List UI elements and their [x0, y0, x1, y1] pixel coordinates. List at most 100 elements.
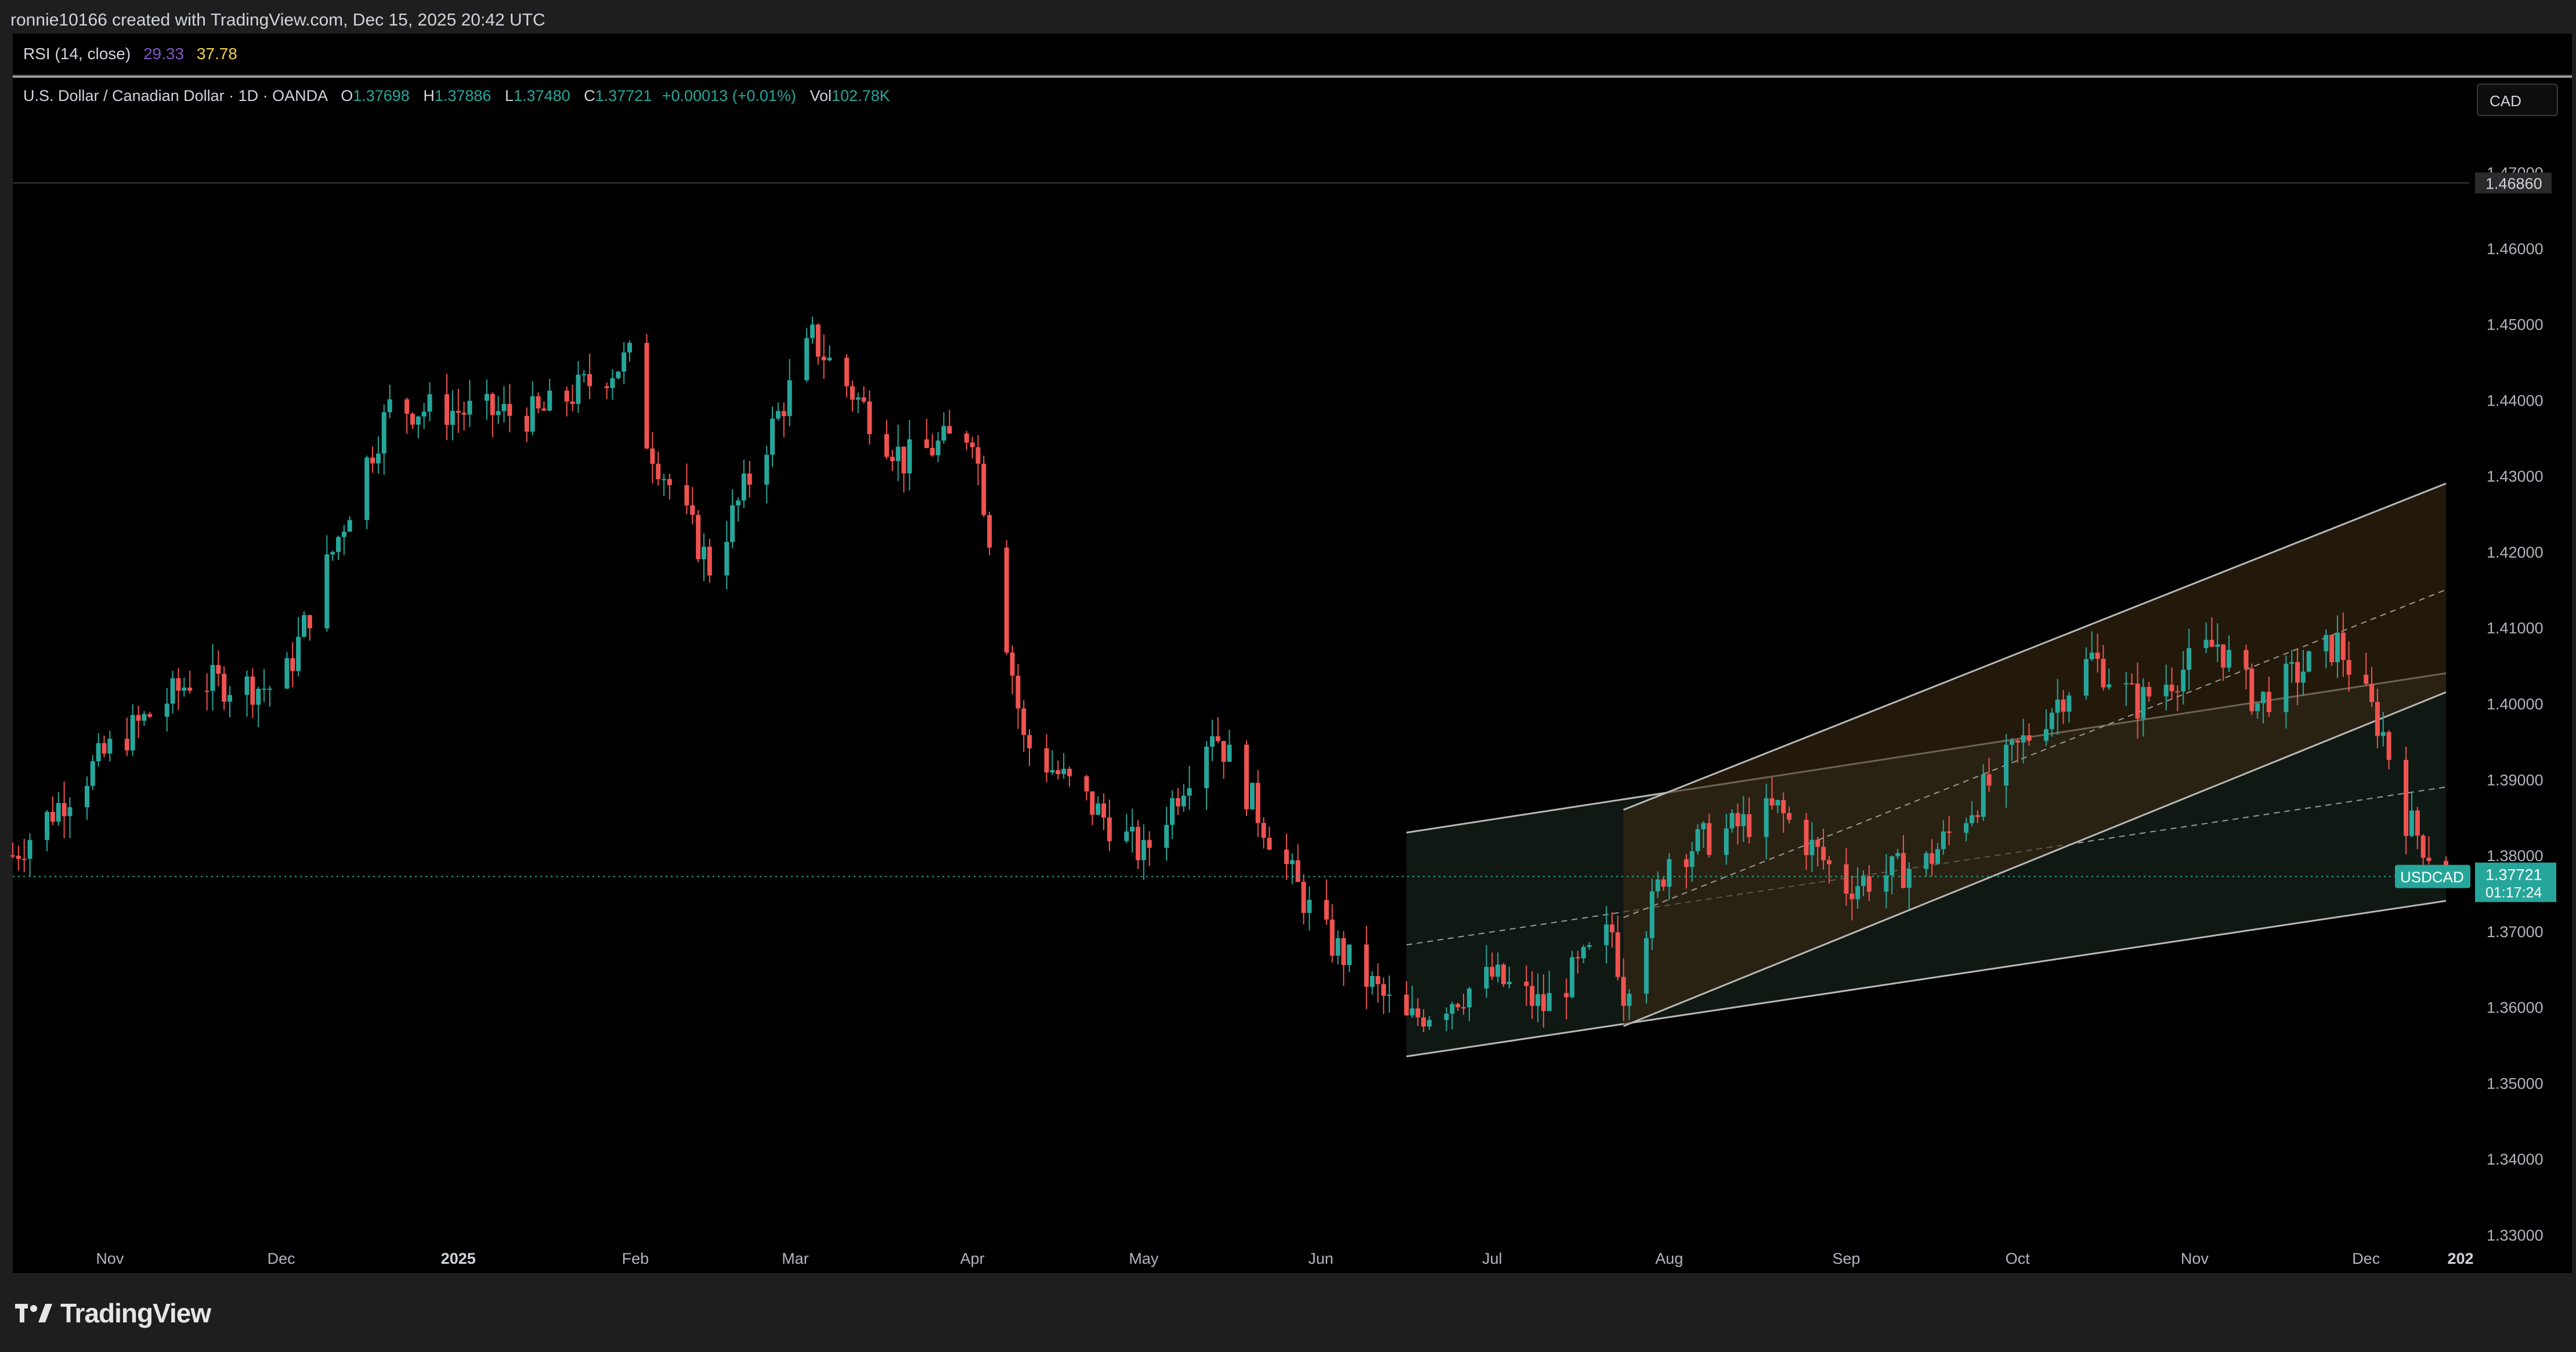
candle-body [1941, 831, 1946, 849]
price-tick-label: 1.46000 [2487, 240, 2544, 258]
candle-body [124, 739, 129, 751]
candle-body [2386, 732, 2391, 760]
candle-body [1604, 924, 1609, 945]
candle-body [256, 688, 261, 705]
candle-body [1096, 803, 1101, 815]
symbol-legend[interactable]: U.S. Dollar / Canadian Dollar · 1D · OAN… [23, 87, 890, 105]
candle-body [981, 464, 987, 515]
low-label: L [504, 87, 514, 104]
candle-body [1536, 994, 1541, 1006]
candle-body [610, 378, 615, 388]
candle-body [1010, 652, 1015, 676]
tradingview-brand[interactable]: TradingView [15, 1297, 211, 1329]
candle-body [1375, 975, 1381, 985]
candle-body [770, 418, 775, 455]
candle-body [855, 397, 861, 400]
candle-body [707, 547, 712, 576]
candle-body [1849, 893, 1855, 899]
candle-body [1781, 800, 1786, 814]
candle-body [210, 664, 215, 691]
change-value: +0.00013 (+0.01%) [662, 87, 796, 104]
currency-button[interactable]: CAD [2477, 84, 2558, 116]
candle-body [67, 807, 73, 816]
candle-body [456, 411, 461, 413]
candle-body [644, 342, 649, 449]
time-tick-label: Nov [96, 1250, 124, 1267]
symbol-tag [2395, 865, 2470, 888]
candle-body [1455, 1004, 1461, 1007]
candle-body [1484, 967, 1489, 989]
channel-inner-lower [1623, 691, 2447, 1027]
channel-inner-fill [1623, 483, 2446, 1026]
candle-body [170, 678, 175, 704]
candle-body [142, 714, 147, 721]
candle-body [301, 615, 306, 637]
candle-body [427, 394, 432, 412]
candle-body [890, 457, 895, 461]
candle-body [690, 505, 695, 515]
candle-body [1701, 823, 1706, 829]
open-label: O [341, 87, 353, 104]
candle-body [2335, 632, 2340, 663]
candle-body [570, 402, 575, 404]
candle-body [416, 416, 421, 425]
candle-body [1689, 851, 1695, 867]
candle-body [684, 485, 689, 505]
candle-body [1821, 847, 1826, 861]
candle-body [96, 743, 101, 762]
candle-body [2289, 661, 2295, 664]
close-value: 1.37721 [595, 87, 652, 104]
candle-body [1866, 876, 1872, 892]
price-tick-label: 1.41000 [2487, 620, 2544, 637]
pane-separator[interactable] [13, 75, 2572, 78]
price-tick-label: 1.33000 [2487, 1227, 2544, 1244]
candle-body [147, 714, 153, 717]
candle-body [341, 532, 346, 537]
candle-body [1164, 825, 1169, 848]
volume-value: 102.78K [832, 87, 890, 104]
candle-body [1747, 814, 1752, 837]
candle-body [1524, 981, 1529, 986]
candle-body [2203, 639, 2209, 648]
candle-body [1530, 986, 1535, 1006]
price-tick-label: 1.37000 [2487, 923, 2544, 941]
candle-body [364, 457, 370, 520]
candle-body [501, 404, 507, 411]
candle-body [1735, 813, 1740, 826]
candle-body [1341, 938, 1346, 966]
candle-body [1044, 748, 1049, 773]
candle-body [781, 411, 786, 417]
candle-body [2044, 729, 2049, 741]
time-tick-label: Nov [2181, 1250, 2209, 1267]
candle-body [530, 396, 535, 432]
candle-body [1501, 964, 1506, 985]
candle-body [1067, 768, 1072, 776]
candle-body [2066, 695, 2072, 712]
candle-body [576, 374, 581, 404]
candle-body [1661, 879, 1666, 887]
candle-body [1815, 840, 1820, 847]
candle-body [1895, 853, 1901, 856]
candle-body [1147, 840, 1152, 848]
candle-body [2261, 692, 2266, 703]
time-tick-label: 202 [2447, 1250, 2473, 1267]
volume-label: Vol [810, 87, 832, 104]
rsi-indicator-legend[interactable]: RSI (14, close) 29.33 37.78 [13, 34, 2572, 74]
candle-body [1924, 853, 1929, 869]
high-value: 1.37886 [434, 87, 492, 104]
candle-body [267, 688, 272, 690]
candle-body [1027, 735, 1032, 749]
candle-body [1130, 826, 1135, 832]
candle-body [1170, 798, 1175, 825]
candle-body [1775, 800, 1780, 806]
candle-body [2306, 651, 2311, 672]
candle-body [484, 393, 489, 401]
candle-body [62, 802, 67, 816]
candle-body [564, 391, 569, 402]
candle-body [1621, 977, 1626, 1006]
candle-body [2209, 639, 2214, 647]
candle-body [2141, 686, 2146, 719]
candle-body [21, 859, 27, 861]
candle-body [2107, 684, 2112, 688]
